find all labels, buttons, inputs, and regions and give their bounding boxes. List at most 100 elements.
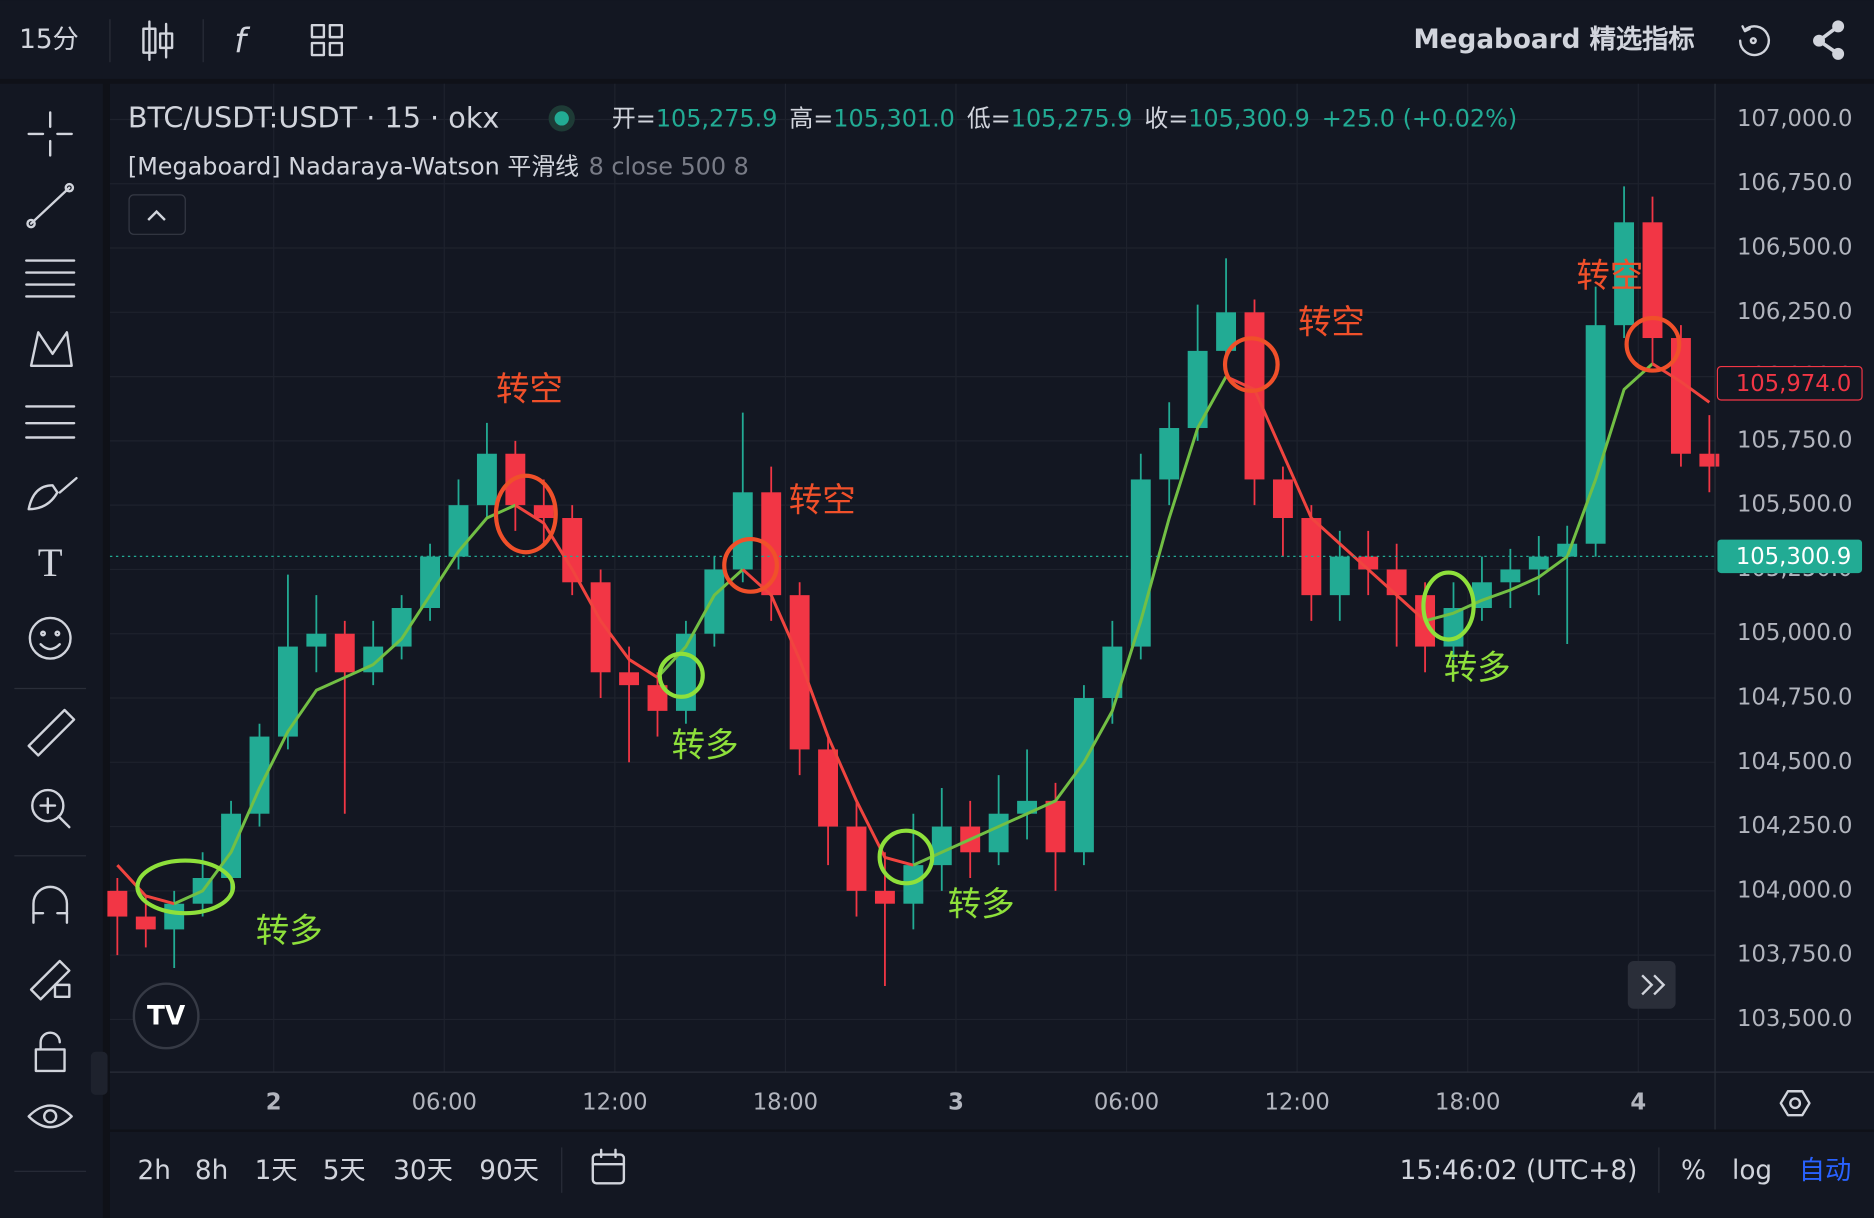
x-tick-label: 06:00	[1094, 1090, 1159, 1116]
x-tick-label: 12:00	[582, 1090, 647, 1116]
candle-body	[1159, 428, 1180, 480]
lock-tool[interactable]	[34, 1031, 66, 1073]
open-label: 开=	[612, 105, 656, 133]
axis-settings[interactable]	[1779, 1090, 1811, 1117]
range-button[interactable]: 8h	[195, 1156, 228, 1186]
range-button[interactable]: 30天	[393, 1156, 453, 1186]
collapse-legend[interactable]	[128, 194, 186, 235]
candle-body	[704, 569, 725, 634]
open-value: 105,275.9	[656, 105, 778, 133]
indicator-line	[1225, 375, 1427, 622]
candle-body	[874, 890, 895, 904]
range-button[interactable]: 5天	[323, 1156, 366, 1186]
log-toggle[interactable]: log	[1732, 1156, 1772, 1186]
indicator-params: 8 close 500 8	[589, 152, 749, 180]
annotation-label: 转空	[789, 481, 856, 520]
indicator-line	[741, 568, 914, 867]
lock-drawing-tool[interactable]	[29, 959, 71, 1001]
candle-body	[1670, 338, 1691, 454]
indicator-name: [Megaboard] Nadaraya-Watson 平滑线	[128, 152, 579, 180]
y-tick-label: 104,250.0	[1737, 813, 1852, 839]
candle-body	[420, 556, 441, 609]
candle-body	[846, 826, 867, 891]
candle-body	[306, 633, 327, 647]
annotation-label: 转多	[948, 884, 1015, 923]
x-tick-label: 18:00	[753, 1090, 818, 1116]
indicator-line	[173, 503, 516, 906]
share-icon[interactable]	[1813, 20, 1845, 60]
candle-body	[590, 582, 611, 673]
candle-body	[732, 492, 753, 570]
y-tick-label: 105,750.0	[1737, 427, 1852, 453]
chart-panel	[109, 83, 1874, 1130]
y-tick-label: 104,750.0	[1737, 685, 1852, 711]
legend: BTC/USDT:USDT · 15 · okx	[128, 101, 500, 135]
brush-tool[interactable]	[27, 476, 78, 511]
text-tool[interactable]: T	[38, 540, 63, 585]
candle-body	[1244, 312, 1265, 480]
logo[interactable]	[132, 982, 200, 1050]
last-price-tag	[1717, 539, 1863, 574]
last-price-label: 105,300.9	[1736, 544, 1851, 570]
interval-button[interactable]: 15分	[19, 25, 79, 55]
plot-area	[107, 186, 1720, 986]
status-dot	[554, 111, 569, 126]
percent-toggle[interactable]: %	[1681, 1156, 1706, 1186]
auto-toggle[interactable]: 自动	[1799, 1156, 1852, 1186]
x-tick-label: 2	[266, 1090, 282, 1116]
prediction-tool[interactable]	[25, 405, 76, 439]
layout-icon[interactable]	[310, 23, 344, 57]
visibility-tool[interactable]	[27, 1104, 73, 1129]
indicators-button[interactable]: Megaboard 精选指标	[1414, 25, 1695, 55]
y-tick-label: 106,500.0	[1737, 235, 1852, 261]
candle-type-icon[interactable]	[142, 20, 174, 62]
zoom-tool[interactable]	[31, 788, 71, 829]
pattern-tool[interactable]	[29, 331, 73, 367]
candle-body	[135, 916, 156, 930]
symbol: BTC/USDT:USDT · 15 · okx	[128, 101, 500, 135]
replay-icon[interactable]	[1738, 25, 1770, 57]
candle-body	[903, 865, 924, 904]
bottom-bar	[109, 1131, 1874, 1218]
clock[interactable]: 15:46:02 (UTC+8)	[1400, 1156, 1638, 1186]
fib-tool[interactable]	[25, 259, 76, 298]
collapse-toolbar[interactable]	[90, 1051, 108, 1095]
x-tick-label: 4	[1630, 1090, 1646, 1116]
candle-body	[448, 505, 469, 557]
scroll-icon	[1641, 974, 1666, 996]
x-tick-label: 06:00	[412, 1090, 477, 1116]
range-button[interactable]: 90天	[479, 1156, 539, 1186]
range-button[interactable]: 1天	[255, 1156, 298, 1186]
candle-body	[1585, 325, 1606, 544]
indicator-line	[514, 503, 659, 679]
range-buttons: 2h 8h 1天 5天 30天 90天	[137, 1156, 539, 1186]
annotation-label: 转多	[1444, 648, 1511, 687]
annotation-circle	[1222, 336, 1280, 393]
trend-line-tool[interactable]	[26, 182, 75, 229]
annotation-circle	[1421, 570, 1476, 642]
candle-body	[1642, 222, 1663, 339]
y-tick-label: 105,500.0	[1737, 492, 1852, 518]
candle-body	[533, 505, 554, 519]
candle-body	[1102, 646, 1123, 699]
candle-body	[789, 595, 810, 750]
candle-body	[1272, 479, 1293, 519]
range-button[interactable]: 2h	[137, 1156, 170, 1186]
annotation-label: 转空	[1298, 302, 1365, 341]
y-tick-label: 106,750.0	[1737, 170, 1852, 196]
candle-body	[818, 749, 839, 827]
y-tick-label: 106,250.0	[1737, 299, 1852, 325]
ruler-tool[interactable]	[27, 708, 76, 757]
low-label: 低=	[967, 105, 1011, 133]
crosshair-tool[interactable]	[27, 111, 73, 157]
magnet-tool[interactable]	[32, 885, 69, 924]
emoji-tool[interactable]	[28, 616, 72, 660]
goto-date[interactable]	[591, 1148, 626, 1185]
annotation-circle	[135, 858, 236, 916]
candle-body	[277, 646, 298, 737]
top-bar	[0, 0, 1874, 79]
indicator-line	[1424, 362, 1654, 623]
candle-body	[107, 890, 128, 917]
candle-body	[1614, 222, 1635, 326]
y-tick-label: 103,500.0	[1737, 1006, 1852, 1032]
